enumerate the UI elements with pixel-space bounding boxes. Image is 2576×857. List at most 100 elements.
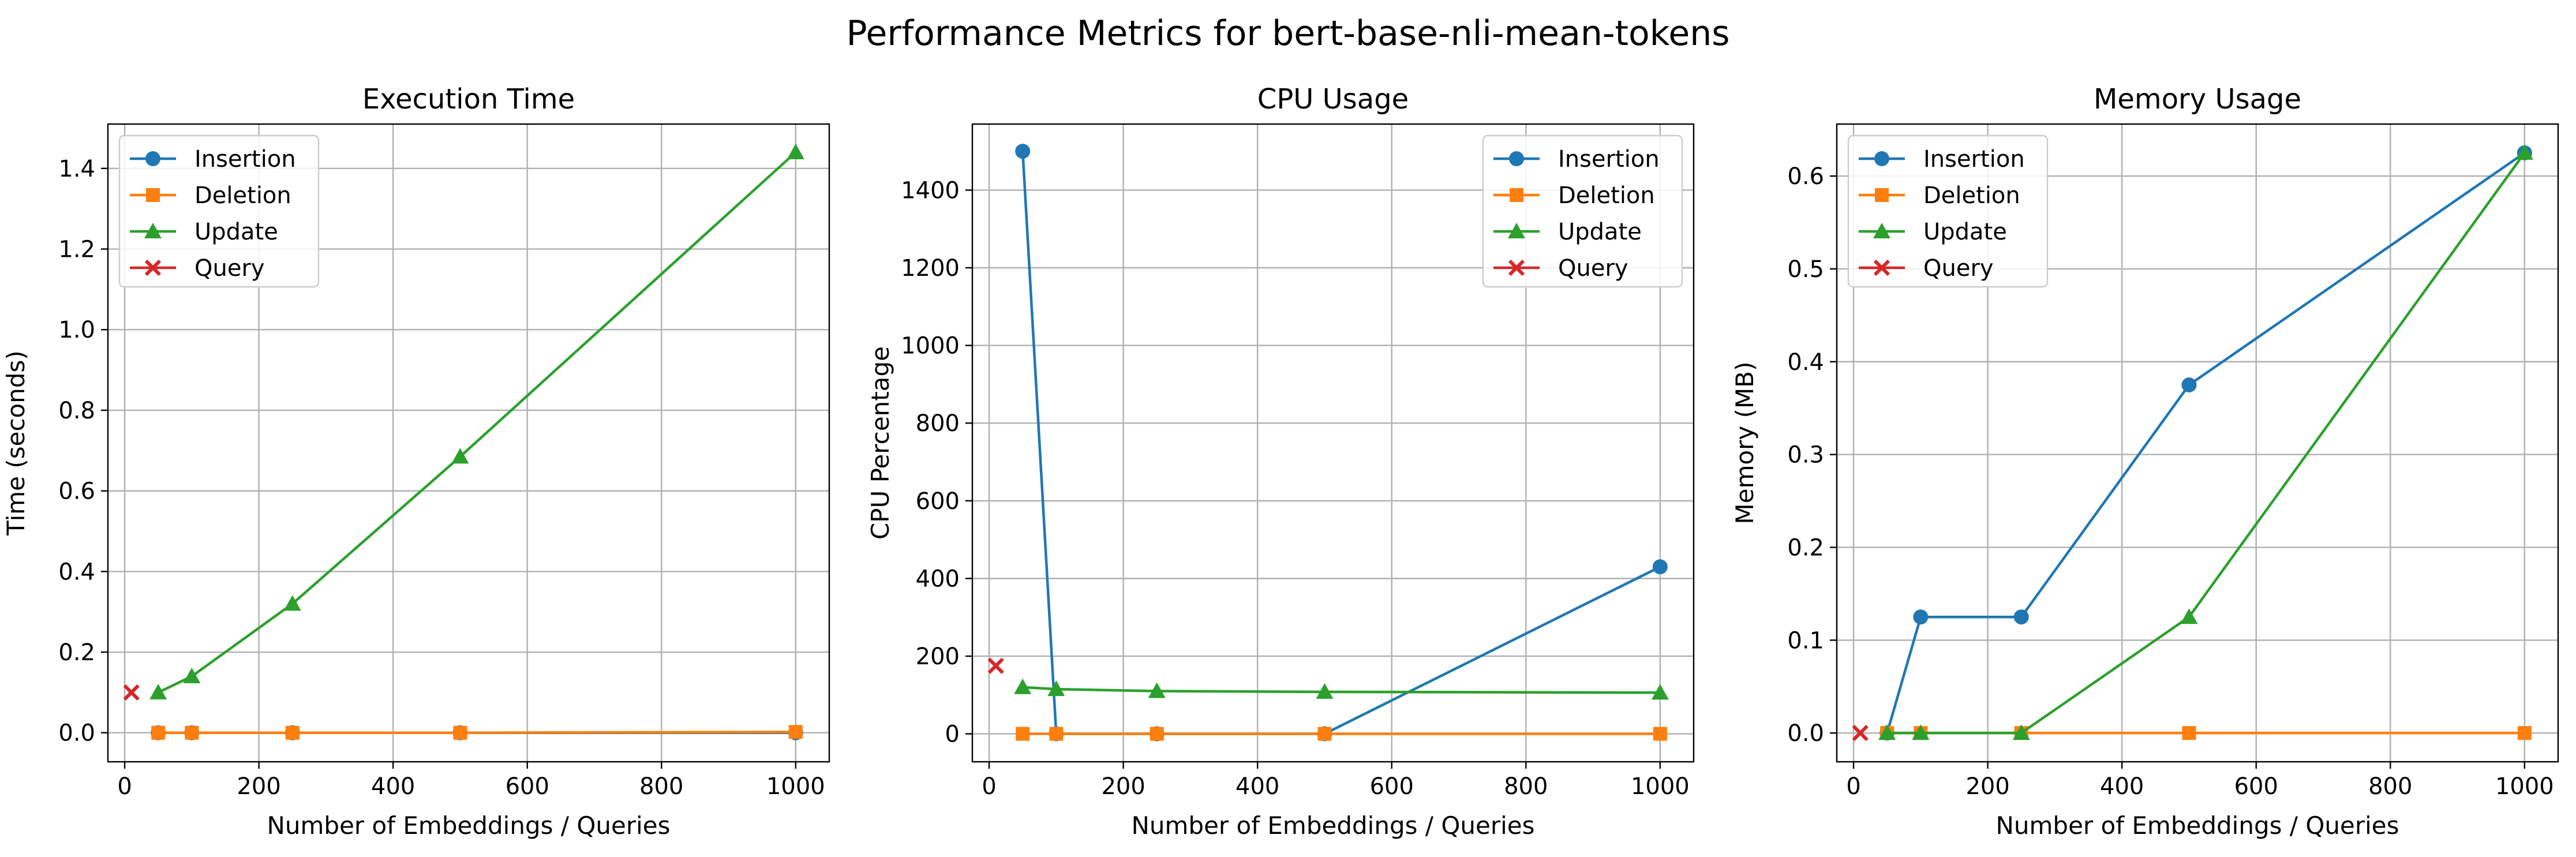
x-tick-label: 600 <box>2234 773 2278 800</box>
data-point-deletion <box>1653 727 1667 741</box>
legend-entry-query: Query <box>1493 255 1628 282</box>
legend-box <box>118 134 320 288</box>
legend-marker-insertion <box>1874 151 1889 166</box>
legend: Insertion Deletion Update Query <box>1482 134 1683 288</box>
legend-entry-deletion: Deletion <box>1493 182 1655 209</box>
legend-marker-update <box>1873 223 1890 238</box>
x-tick-label: 600 <box>506 773 549 800</box>
legend-box <box>1847 134 2049 288</box>
legend-entry-insertion: Insertion <box>130 146 296 173</box>
y-tick-label: 1.2 <box>58 237 95 263</box>
data-point-insertion <box>1015 144 1031 159</box>
legend-label: Query <box>1558 255 1628 282</box>
data-point-update <box>1316 683 1334 699</box>
legend-label: Deletion <box>194 182 291 209</box>
y-tick-label: 0.1 <box>1787 627 1824 654</box>
plot-frame <box>107 123 830 763</box>
legend-marker-deletion <box>1510 188 1523 202</box>
x-tick-label: 800 <box>1504 773 1548 800</box>
subplot-title: CPU Usage <box>1257 83 1409 115</box>
y-tick-label: 600 <box>916 488 960 515</box>
data-point-deletion <box>1150 727 1164 741</box>
legend-marker-insertion <box>1509 151 1524 166</box>
data-point-query <box>123 684 140 701</box>
x-axis-label: Number of Embeddings / Queries <box>1995 811 2399 840</box>
y-tick-label: 0.0 <box>1787 720 1824 747</box>
y-tick-label: 0 <box>945 721 960 748</box>
data-point-update <box>1148 682 1166 698</box>
subplot-3: 0 200 400 600 800 1000 0.0 0.1 0.2 0.3 0.4 0.5 0.6 Me… <box>1731 83 2559 840</box>
x-axis-label: Number of Embeddings / Queries <box>1131 811 1534 840</box>
legend-entry-deletion: Deletion <box>130 182 291 209</box>
x-tick-label: 200 <box>1101 773 1145 800</box>
data-point-deletion <box>1317 727 1332 741</box>
data-point-update <box>2180 608 2198 624</box>
legend-marker-update <box>144 223 162 238</box>
data-point-query <box>1852 725 1869 742</box>
data-point-query <box>987 657 1004 674</box>
legend-marker-update <box>1508 223 1525 238</box>
plot-frame <box>971 123 1695 763</box>
y-tick-label: 0.4 <box>1787 349 1824 376</box>
legend-entry-insertion: Insertion <box>1493 146 1660 173</box>
legend-marker-query <box>144 259 162 276</box>
data-point-update <box>451 448 469 464</box>
y-tick-label: 1000 <box>901 333 960 360</box>
series-line-update <box>1023 686 1660 694</box>
x-tick-label: 0 <box>982 773 996 800</box>
data-point-insertion <box>2013 609 2029 625</box>
data-point-update <box>1912 724 1930 740</box>
x-axis-label: Number of Embeddings / Queries <box>267 811 670 840</box>
plot-frame <box>1836 123 2559 763</box>
data-point-update <box>1014 678 1032 694</box>
x-tick-label: 1000 <box>2495 773 2554 800</box>
data-point-update <box>1047 680 1065 697</box>
legend-label: Deletion <box>1558 182 1655 209</box>
data-point-insertion <box>1913 609 1929 625</box>
x-tick-label: 0 <box>117 773 132 800</box>
x-tick-label: 0 <box>1846 773 1860 800</box>
legend-entry-deletion: Deletion <box>1859 182 2020 209</box>
data-point-deletion <box>185 725 199 740</box>
data-point-deletion <box>2182 726 2196 740</box>
data-point-update <box>787 143 804 159</box>
data-point-update <box>1651 684 1669 700</box>
y-axis-label: Memory (MB) <box>1731 362 1759 525</box>
legend-label: Update <box>194 219 278 245</box>
series-query <box>1852 725 1869 742</box>
y-tick-label: 1.4 <box>58 156 95 182</box>
legend-entry-query: Query <box>1859 255 1994 282</box>
data-point-insertion <box>1652 559 1668 575</box>
data-point-update <box>149 683 167 699</box>
legend-entry-update: Update <box>1859 219 2007 245</box>
legend: Insertion Deletion Update Query <box>1847 134 2049 288</box>
data-point-deletion <box>2517 726 2532 740</box>
legend-label: Query <box>1923 255 1994 282</box>
data-point-deletion <box>151 725 166 740</box>
legend-marker-deletion <box>146 188 160 202</box>
subplots: 0 200 400 600 800 1000 0.0 0.2 0.4 0.6 0.8 1.0 1.2 1.… <box>2 83 2559 840</box>
series-deletion <box>1016 727 1667 741</box>
data-point-deletion <box>1016 727 1030 741</box>
subplot-title: Execution Time <box>362 83 575 115</box>
data-point-deletion <box>285 725 299 740</box>
data-point-update <box>2012 724 2030 740</box>
legend-label: Insertion <box>1923 146 2025 173</box>
x-tick-label: 600 <box>1370 773 1414 800</box>
data-point-update <box>1878 724 1896 740</box>
legend-marker-deletion <box>1875 188 1889 202</box>
data-point-deletion <box>1049 727 1064 741</box>
legend-label: Update <box>1558 219 1642 245</box>
series-update <box>149 143 804 699</box>
series-update <box>1014 678 1669 700</box>
legend: Insertion Deletion Update Query <box>118 134 320 288</box>
legend-entry-query: Query <box>130 255 265 282</box>
y-tick-label: 0.2 <box>58 639 95 666</box>
y-tick-label: 0.6 <box>1787 163 1824 190</box>
data-point-deletion <box>453 725 467 740</box>
data-point-update <box>283 595 301 611</box>
y-tick-label: 0.4 <box>58 559 95 585</box>
legend-label: Query <box>194 255 265 282</box>
subplot-2: 0 200 400 600 800 1000 0 200 400 600 800 1000 1200 14… <box>866 83 1695 840</box>
